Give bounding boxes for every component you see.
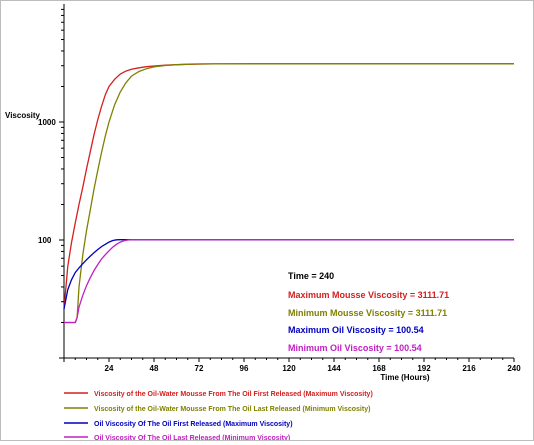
x-ticks: 24 48 72 96 120 144 168 192 216 240 — [63, 358, 521, 373]
x-tick-label: 144 — [327, 364, 341, 373]
series-line-4 — [64, 239, 514, 324]
readout-min-oil: Minimum Oil Viscosity = 100.54 — [288, 343, 422, 353]
x-tick-label: 216 — [462, 364, 476, 373]
readout-time: Time = 240 — [288, 271, 334, 281]
legend-label: Oil Viscosity Of The Oil Last Released (… — [94, 435, 290, 440]
readout-max-mousse: Maximum Mousse Viscosity = 3111.71 — [288, 290, 449, 300]
y-tick-label: 100 — [38, 236, 52, 245]
y-tick-label: 1000 — [38, 118, 56, 127]
y-axis-label: Viscosity — [5, 111, 41, 120]
x-tick-label: 48 — [150, 364, 159, 373]
x-axis-label: Time (Hours) — [380, 373, 430, 382]
x-tick-label: 24 — [105, 364, 114, 373]
legend-label: Viscosity of the Oil-Water Mousse From T… — [94, 391, 373, 398]
x-tick-label: 96 — [240, 364, 249, 373]
x-tick-label: 120 — [282, 364, 296, 373]
readout-min-mousse: Minimum Mousse Viscosity = 3111.71 — [288, 308, 447, 318]
legend-label: Viscosity of the Oil-Water Mousse From T… — [94, 406, 370, 413]
readout-max-oil: Maximum Oil Viscosity = 100.54 — [288, 325, 424, 335]
y-ticks: 100 1000 — [38, 8, 64, 359]
legend: Viscosity of the Oil-Water Mousse From T… — [64, 391, 373, 442]
legend-label: Oil Viscosity Of The Oil First Released … — [94, 421, 293, 428]
x-tick-label: 168 — [372, 364, 386, 373]
axes — [63, 4, 514, 359]
x-tick-label: 192 — [417, 364, 431, 373]
x-tick-label: 72 — [195, 364, 204, 373]
series-lines — [63, 63, 514, 324]
readout-panel: Time = 240 Maximum Mousse Viscosity = 31… — [288, 271, 449, 353]
x-tick-label: 240 — [507, 364, 521, 373]
series-line-2 — [64, 63, 514, 324]
